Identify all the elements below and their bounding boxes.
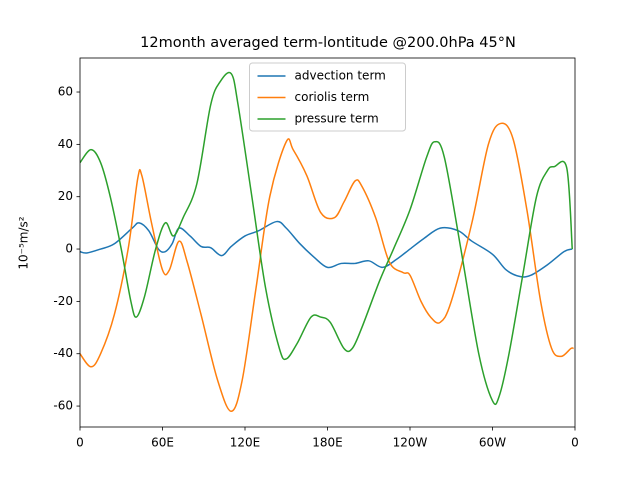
y-tick-label: -20 bbox=[53, 294, 73, 308]
y-tick-label: 0 bbox=[65, 242, 73, 256]
y-tick-label: -60 bbox=[53, 399, 73, 413]
legend-label: coriolis term bbox=[295, 90, 370, 104]
y-tick-label: 20 bbox=[58, 189, 73, 203]
chart-title: 12month averaged term-lontitude @200.0hP… bbox=[140, 35, 516, 51]
y-tick-label: 60 bbox=[58, 85, 73, 99]
x-tick-label: 0 bbox=[76, 436, 84, 450]
y-axis-label: 10⁻⁵m/s² bbox=[17, 216, 31, 269]
y-tick-label: 40 bbox=[58, 137, 73, 151]
x-tick-label: 120W bbox=[393, 436, 428, 450]
y-tick-label: -40 bbox=[53, 346, 73, 360]
legend-label: advection term bbox=[295, 69, 386, 83]
x-tick-label: 120E bbox=[230, 436, 261, 450]
series-line bbox=[80, 122, 574, 413]
x-tick-label: 60E bbox=[151, 436, 174, 450]
x-tick-label: 180E bbox=[312, 436, 343, 450]
legend-label: pressure term bbox=[295, 112, 379, 126]
series-line bbox=[80, 71, 573, 406]
series-line bbox=[80, 220, 573, 278]
legend-box bbox=[249, 62, 406, 132]
plot-frame bbox=[79, 57, 576, 428]
x-tick-label: 0 bbox=[571, 436, 579, 450]
x-tick-label: 60W bbox=[479, 436, 506, 450]
